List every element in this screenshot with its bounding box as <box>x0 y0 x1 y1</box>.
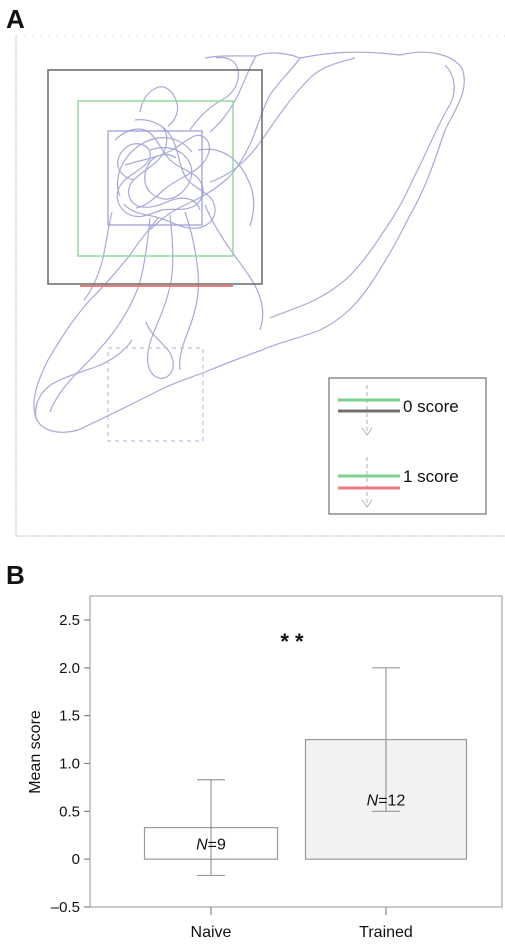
legend-label-1-score: 1 score <box>403 467 459 486</box>
legend-item-1-score: 1 score <box>338 457 459 508</box>
inner-zone-box <box>107 130 203 226</box>
x-tick-label-trained: Trained <box>359 924 413 941</box>
middle-zone-box <box>77 100 234 257</box>
start-zone-box <box>107 347 204 442</box>
y-axis-label: Mean score <box>27 710 44 794</box>
y-tick-label: 1.5 <box>59 708 80 725</box>
animal-track <box>33 51 465 433</box>
y-tick-label: 0.5 <box>59 803 80 820</box>
arena-frame <box>15 35 505 537</box>
y-tick-label: 2.0 <box>59 660 80 677</box>
x-axis: Naive Trained <box>191 907 413 941</box>
panel-a-label: A <box>6 4 25 34</box>
x-tick-label-naive: Naive <box>191 924 232 941</box>
significance-marker: * * <box>280 629 304 654</box>
plot-frame <box>89 595 503 908</box>
panel-a-tracking-figure: 0 score 1 score <box>15 35 505 537</box>
n-label-trained: N=12 <box>367 792 406 809</box>
legend: 0 score 1 score <box>328 377 487 515</box>
legend-label-0-score: 0 score <box>403 397 459 416</box>
panel-b-label: B <box>6 560 25 590</box>
panel-b-bar-chart: 2.52.01.51.00.50–0.5 Mean score N=9N=12 … <box>27 595 503 941</box>
legend-item-0-score: 0 score <box>338 385 459 436</box>
bars: N=9 N=12 <box>143 667 468 877</box>
y-axis: 2.5 2.0 1.5 1.0 0.5 0 –0.5 <box>51 612 90 916</box>
y-tick-label: 1.0 <box>59 756 80 773</box>
y-tick-label: 0 <box>72 851 80 868</box>
n-label-naive: N=9 <box>196 836 226 853</box>
outer-zone-box <box>47 69 263 285</box>
y-tick-label: –0.5 <box>51 899 80 916</box>
y-tick-label: 2.5 <box>59 612 80 629</box>
